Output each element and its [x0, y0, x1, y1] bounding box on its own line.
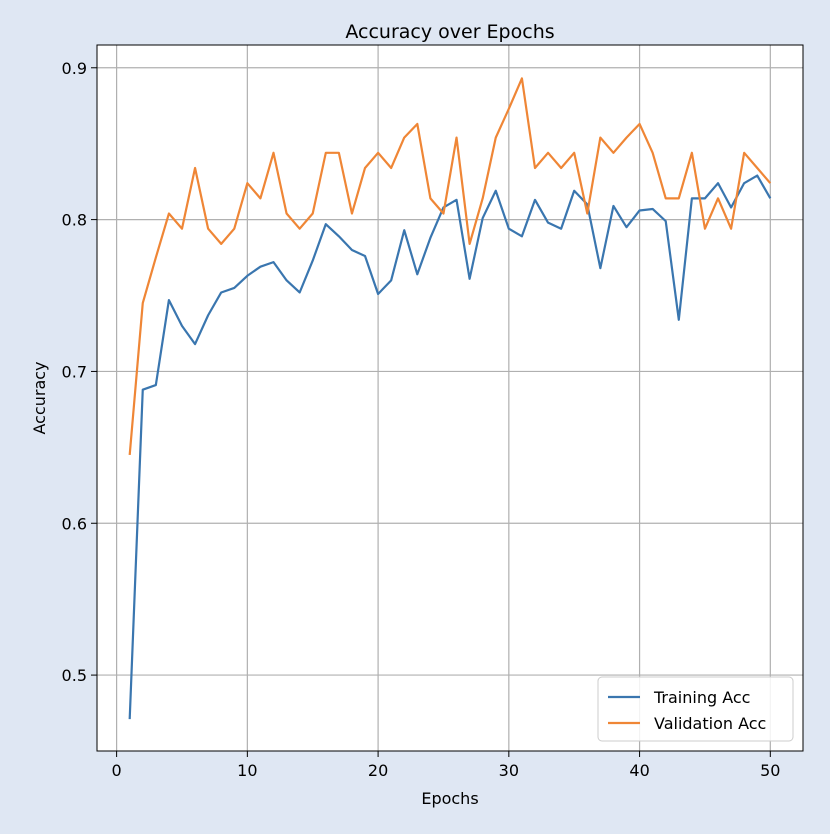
x-tick-label: 20 [368, 761, 388, 780]
legend-label: Training Acc [653, 688, 750, 707]
x-tick-label: 10 [237, 761, 257, 780]
plot-frame [96, 44, 804, 752]
grid-lines [97, 45, 803, 751]
x-tick-label: 30 [499, 761, 519, 780]
y-tick-label: 0.7 [62, 362, 87, 381]
chart-title: Accuracy over Epochs [345, 21, 554, 43]
series-line-training-acc [128, 174, 772, 720]
series-lines [128, 77, 772, 720]
y-tick-label: 0.8 [62, 211, 87, 230]
legend-box [597, 676, 794, 742]
axis-ticks: 0 10 20 30 40 50 0.5 0.6 0.7 0.8 0.9 [62, 59, 781, 780]
x-tick-label: 0 [112, 761, 122, 780]
y-tick-label: 0.9 [62, 59, 87, 78]
legend-label: Validation Acc [654, 714, 766, 733]
x-tick-label: 40 [629, 761, 649, 780]
y-tick-label: 0.5 [62, 666, 87, 685]
plot-area [97, 45, 803, 751]
legend: Training Acc Validation Acc [597, 676, 794, 742]
series-line-validation-acc [128, 77, 772, 456]
x-axis-label: Epochs [421, 789, 478, 808]
y-axis-label: Accuracy [30, 361, 49, 434]
y-tick-label: 0.6 [62, 514, 87, 533]
x-tick-label: 50 [760, 761, 780, 780]
